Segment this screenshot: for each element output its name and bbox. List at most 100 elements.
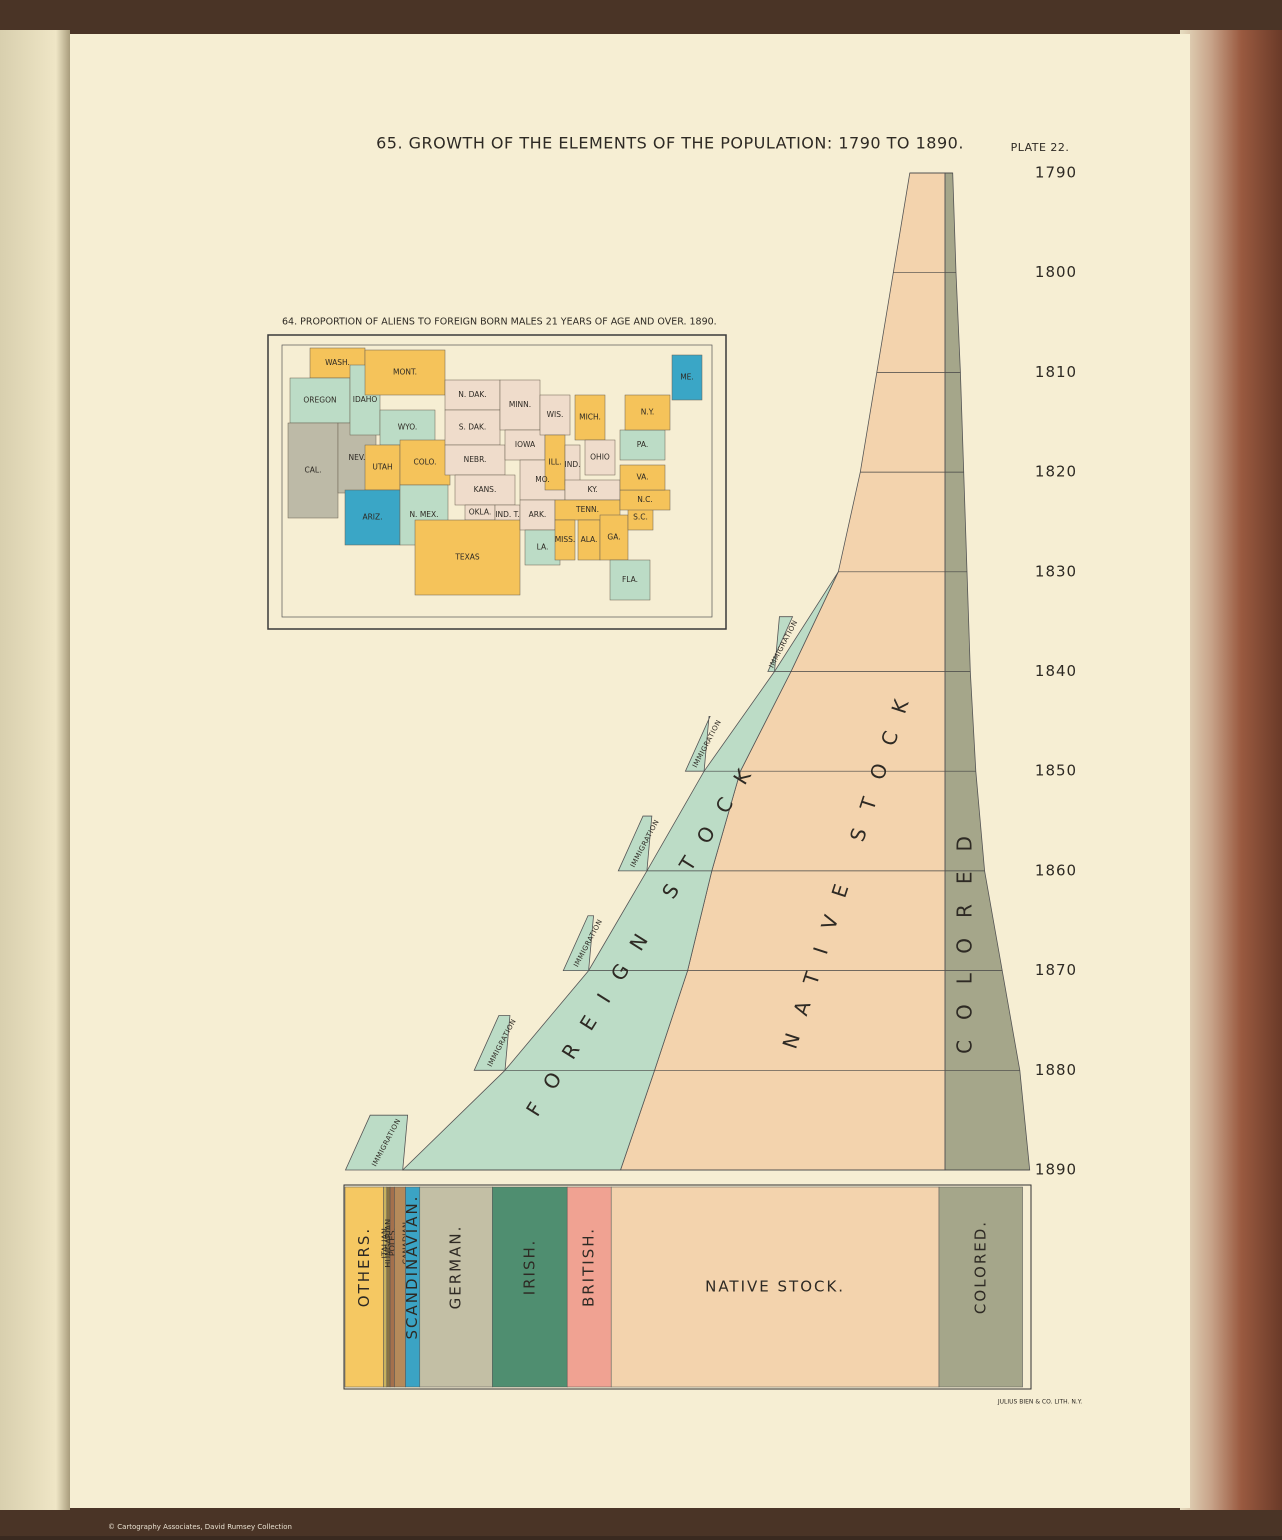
year-label: 1810 (1035, 363, 1077, 381)
state-label: S.C. (633, 513, 648, 522)
bar-segment (610, 1186, 940, 1388)
immigration-box (617, 815, 653, 872)
state (539, 394, 571, 436)
state-label: S. DAK. (459, 423, 487, 432)
year-label: 1840 (1035, 662, 1077, 680)
state (599, 514, 629, 561)
map-title: 64. PROPORTION OF ALIENS TO FOREIGN BORN… (282, 317, 717, 328)
year-label: 1860 (1035, 861, 1077, 879)
state-label: NEV. (349, 453, 366, 462)
state (624, 394, 671, 431)
state-label: WIS. (547, 410, 564, 419)
state-label: MISS. (555, 535, 576, 544)
state-label: ME. (680, 373, 694, 382)
segment-label: IRISH. (520, 1239, 538, 1296)
state-label: N. DAK. (458, 390, 486, 399)
state (499, 379, 541, 431)
chart-title: 65. GROWTH OF THE ELEMENTS OF THE POPULA… (376, 134, 964, 153)
segment-label: ITALIAN. (381, 1226, 390, 1259)
segment-label: OTHERS. (355, 1227, 373, 1307)
state-label: OHIO (590, 453, 610, 462)
state (287, 422, 339, 519)
state (364, 444, 401, 491)
state-label: LA. (537, 543, 549, 552)
state (619, 464, 666, 491)
immigration-box (344, 1114, 409, 1171)
state-label: COLO. (413, 458, 436, 467)
state (574, 394, 606, 441)
year-label: 1800 (1035, 263, 1077, 281)
year-label: 1880 (1035, 1061, 1077, 1079)
year-label: 1790 (1035, 164, 1077, 182)
state (554, 519, 576, 561)
state-label: UTAH (372, 463, 392, 472)
state (671, 354, 703, 401)
state-label: OREGON (303, 396, 336, 405)
state-label: WYO. (398, 423, 418, 432)
state (524, 529, 561, 566)
state (414, 519, 521, 596)
state-label: MICH. (579, 413, 601, 422)
state-label: N.C. (637, 495, 653, 504)
state (454, 474, 516, 506)
state (364, 349, 446, 396)
state-label: PA. (637, 440, 648, 449)
state-label: TEXAS (454, 553, 480, 562)
segment-label: COLORED. (971, 1220, 989, 1314)
immigration-box (767, 616, 794, 672)
state-label: IND. T. (495, 510, 519, 519)
colored-label: COLORED (953, 816, 977, 1054)
state-label: OKLA. (469, 508, 492, 517)
state-label: NEBR. (464, 455, 487, 464)
state-label: IOWA (515, 440, 536, 449)
state-label: IND. (565, 460, 581, 469)
state-label: ARIZ. (362, 513, 382, 522)
state (444, 409, 501, 446)
state (379, 409, 436, 446)
state-label: MO. (535, 475, 549, 484)
immigration-box (473, 1015, 511, 1071)
bar-segment (938, 1186, 1023, 1388)
state-label: N. MEX. (409, 510, 438, 519)
state-label: VA. (636, 473, 648, 482)
state-label: MONT. (393, 368, 417, 377)
state-label: KY. (587, 485, 597, 494)
state-label: ILL. (549, 458, 562, 467)
state (584, 439, 616, 476)
segment-label: NATIVE STOCK. (705, 1278, 845, 1296)
state (444, 379, 501, 411)
state-label: TENN. (575, 505, 599, 514)
year-label: 1850 (1035, 762, 1077, 780)
imprint: JULIUS BIEN & CO. LITH. N.Y. (997, 1399, 1082, 1406)
bar-segment (566, 1186, 612, 1388)
left-page (0, 30, 70, 1510)
year-label: 1870 (1035, 961, 1077, 979)
segment-label: POLES. (388, 1228, 397, 1256)
bar-segment (389, 1186, 395, 1388)
inset-map: 64. PROPORTION OF ALIENS TO FOREIGN BORN… (267, 317, 727, 630)
state (344, 489, 401, 546)
year-label: 1890 (1035, 1161, 1077, 1179)
state (444, 444, 506, 476)
segment-label: HUNGARIAN. (384, 1216, 393, 1267)
immigration-box (562, 915, 594, 971)
state-label: WASH. (325, 358, 350, 367)
state (289, 377, 351, 424)
state-label: CAL. (305, 466, 322, 475)
bar-segment (344, 1186, 384, 1388)
state-label: N.Y. (641, 408, 654, 417)
map-neatline (281, 344, 713, 618)
year-label: 1830 (1035, 562, 1077, 580)
immigration-box (684, 715, 711, 772)
plate-number: PLATE 22. (1011, 141, 1070, 154)
bar-segment (492, 1186, 568, 1388)
bar-frame (343, 1184, 1032, 1390)
state-label: ARK. (529, 510, 547, 519)
state (619, 429, 666, 461)
segment-label: BRITISH. (580, 1227, 598, 1307)
state-label: GA. (607, 533, 620, 542)
state (519, 499, 556, 531)
segment-label: SCANDINAVIAN. (403, 1195, 421, 1340)
credit: © Cartography Associates, David Rumsey C… (108, 1523, 292, 1531)
